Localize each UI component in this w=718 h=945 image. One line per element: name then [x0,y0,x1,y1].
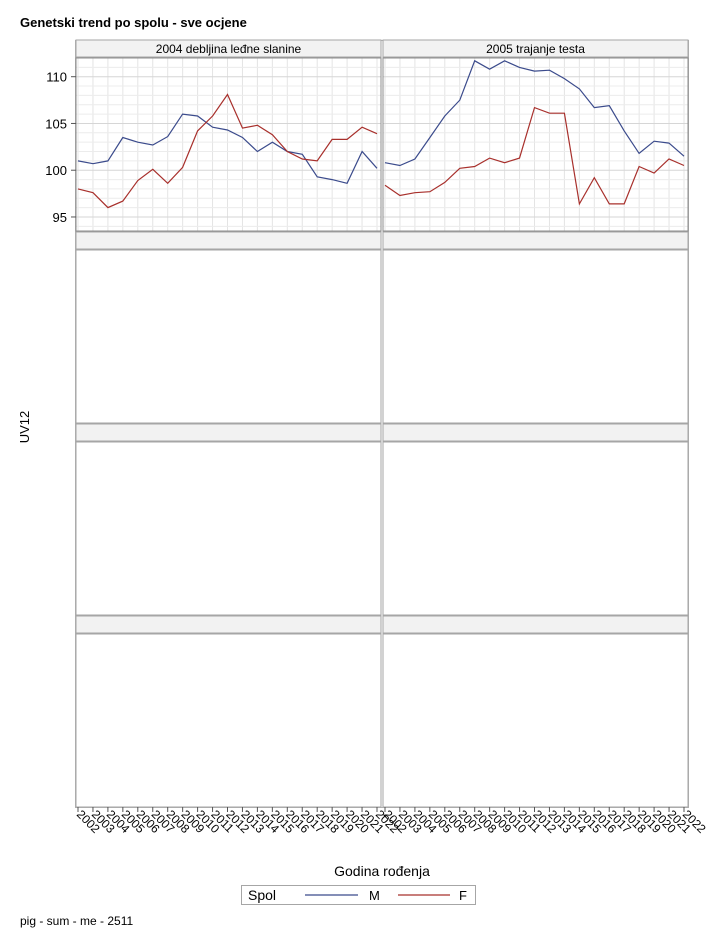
panel-plot-area [382,57,689,232]
legend-box [241,885,476,905]
legend-label-M: M [369,888,380,903]
panel-header [75,231,382,250]
series-line-M [384,59,685,167]
page-title: Genetski trend po spolu - sve ocjene [20,15,247,30]
panel-plot-area [382,249,689,424]
y-tick-label: 110 [46,70,67,85]
footer-note: pig - sum - me - 2511 [20,914,134,928]
panel-plot-area [75,57,382,232]
panel-plot-area [75,249,382,424]
y-axis-label: UV12 [17,411,32,444]
panel-label: 2005 trajanje testa [486,42,585,56]
y-tick-label: 105 [45,116,67,131]
panel-label: 2004 debljina leđne slanine [156,42,302,56]
y-tick-label: 95 [53,210,67,225]
series-line-F [77,93,378,209]
legend-title: Spol [248,887,276,903]
panel-header [382,39,689,58]
y-tick-label: 100 [45,163,67,178]
series-line-F [384,106,685,206]
panel-border [382,57,689,232]
panel-plot-area [75,633,382,808]
panel-header [382,423,689,442]
legend-label-F: F [459,888,467,903]
panel-header [75,39,382,58]
panel-plot-area [382,441,689,616]
panel-plot-area [75,441,382,616]
series-line-M [77,113,378,185]
panel-plot-area [382,633,689,808]
panel-header [75,423,382,442]
panel-header [75,615,382,634]
panel-header [382,615,689,634]
panel-header [382,231,689,250]
panel-border [75,57,382,232]
x-axis-label: Godina rođenja [334,863,430,879]
